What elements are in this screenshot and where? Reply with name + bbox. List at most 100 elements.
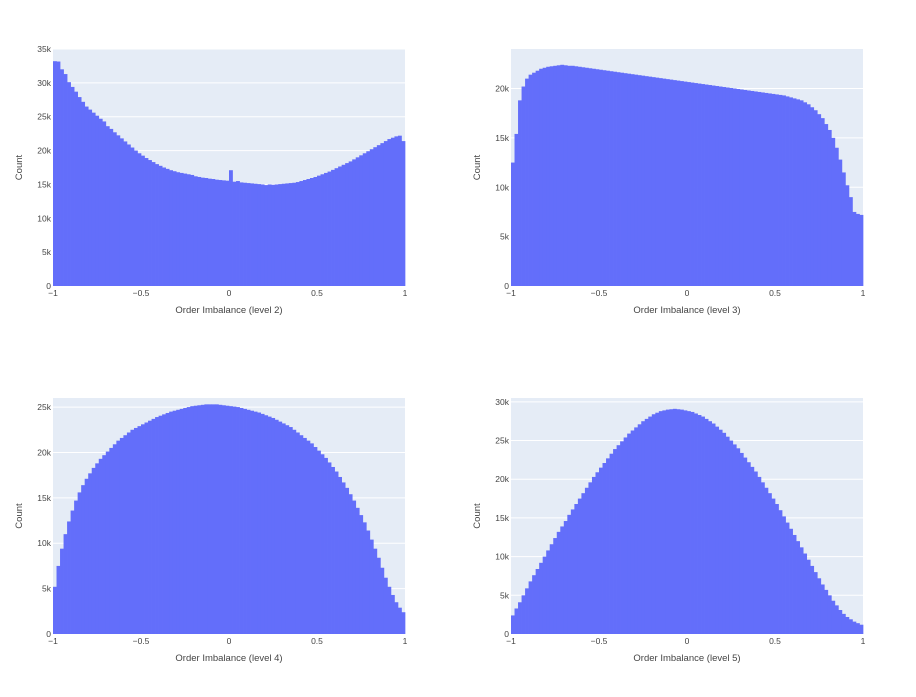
histogram-bar bbox=[366, 151, 371, 286]
x-tick-label: −1 bbox=[506, 636, 516, 646]
histogram-bar bbox=[218, 404, 223, 634]
histogram-bar bbox=[267, 184, 272, 286]
histogram-bar bbox=[169, 411, 174, 634]
histogram-bar bbox=[394, 602, 399, 634]
histogram-bar bbox=[736, 448, 741, 634]
y-tick-label: 0 bbox=[504, 629, 509, 639]
histogram-bar bbox=[56, 61, 61, 286]
histogram-bar bbox=[141, 424, 145, 634]
histogram-bar bbox=[257, 412, 262, 634]
histogram-bar bbox=[186, 407, 191, 634]
x-tick-label: −0.5 bbox=[133, 288, 150, 298]
histogram-bar bbox=[119, 138, 124, 286]
histogram-bar bbox=[711, 423, 716, 634]
histogram-bar bbox=[183, 407, 188, 634]
histogram-bar bbox=[528, 74, 533, 286]
histogram-bar bbox=[841, 613, 846, 634]
x-tick-label: 0 bbox=[685, 288, 690, 298]
x-tick-label: 0 bbox=[227, 636, 232, 646]
histogram-bar bbox=[708, 85, 712, 286]
y-axis-title: Count bbox=[14, 154, 25, 180]
histogram-bar bbox=[662, 78, 667, 287]
histogram-bar bbox=[634, 74, 639, 286]
histogram-bar bbox=[694, 413, 698, 634]
histogram-bar bbox=[390, 137, 395, 286]
histogram-bar bbox=[796, 541, 800, 634]
histogram-bar bbox=[584, 487, 589, 634]
histogram-bar bbox=[528, 581, 533, 634]
histogram-bar bbox=[827, 595, 832, 634]
histogram-bar bbox=[535, 569, 540, 634]
histogram-bar bbox=[750, 90, 755, 286]
histogram-bar bbox=[376, 145, 381, 286]
histogram-bar bbox=[246, 409, 251, 634]
histogram-bar bbox=[613, 71, 617, 287]
y-tick-label: 10k bbox=[37, 213, 51, 223]
histogram-bar bbox=[137, 153, 142, 286]
histogram-bar bbox=[701, 416, 705, 634]
histogram-bar bbox=[729, 440, 734, 634]
histogram-bar bbox=[655, 77, 660, 286]
histogram-bar bbox=[338, 166, 342, 286]
histogram-bar bbox=[623, 437, 628, 634]
histogram-bar bbox=[74, 91, 78, 286]
y-tick-label: 5k bbox=[500, 232, 510, 242]
histogram-bar bbox=[521, 86, 526, 286]
histogram-bar bbox=[221, 180, 226, 286]
histogram-bar bbox=[549, 66, 554, 286]
histogram-bar bbox=[577, 66, 582, 287]
histogram-bar bbox=[584, 67, 589, 286]
histogram-bar bbox=[532, 72, 536, 286]
y-tick-label: 30k bbox=[495, 397, 509, 407]
histogram-bar bbox=[778, 510, 783, 634]
histogram-bar bbox=[556, 531, 561, 634]
histogram-bar bbox=[824, 124, 829, 286]
histogram-bar bbox=[722, 87, 727, 287]
histogram-bar bbox=[627, 73, 632, 286]
histogram-bar bbox=[785, 522, 790, 634]
histogram-bar bbox=[387, 139, 392, 286]
histogram-bar bbox=[771, 498, 776, 634]
histogram-bar bbox=[373, 548, 378, 634]
histogram-bar bbox=[560, 526, 565, 634]
histogram-bar bbox=[366, 530, 371, 634]
histogram-bar bbox=[665, 79, 670, 287]
histogram-bar bbox=[599, 69, 603, 287]
histogram-bar bbox=[609, 71, 614, 286]
histogram-bar bbox=[232, 181, 237, 286]
histogram-bar bbox=[74, 500, 78, 634]
bars bbox=[53, 61, 406, 287]
histogram-bar bbox=[648, 416, 653, 634]
histogram-bar bbox=[243, 408, 247, 634]
histogram-bar bbox=[151, 418, 156, 634]
histogram-bar bbox=[225, 405, 230, 634]
histogram-bar bbox=[690, 411, 695, 634]
histogram-bar bbox=[302, 437, 307, 634]
histogram-bar bbox=[511, 162, 515, 286]
histogram-bar bbox=[331, 466, 335, 634]
histogram-bar bbox=[525, 78, 529, 287]
histogram-bar bbox=[285, 183, 290, 286]
histogram-bar bbox=[676, 409, 681, 634]
histogram-bar bbox=[327, 462, 332, 634]
x-tick-label: 0.5 bbox=[311, 288, 323, 298]
histogram-bar bbox=[334, 471, 339, 634]
histogram-bar bbox=[95, 115, 100, 286]
histogram-bar bbox=[718, 86, 723, 286]
histogram-bar bbox=[288, 427, 293, 634]
histogram-bar bbox=[606, 458, 610, 634]
histogram-bar bbox=[225, 180, 230, 286]
histogram-bar bbox=[278, 421, 283, 634]
histogram-bar bbox=[753, 471, 758, 634]
x-tick-label: 0 bbox=[685, 636, 690, 646]
histogram-bar bbox=[144, 158, 149, 286]
histogram-bar bbox=[338, 476, 342, 634]
histogram-bar bbox=[810, 107, 815, 286]
histogram-bar bbox=[53, 61, 57, 286]
histogram-bar bbox=[591, 68, 596, 286]
histogram-bar bbox=[750, 466, 755, 634]
histogram-bar bbox=[743, 89, 748, 286]
histogram-bar bbox=[214, 179, 219, 286]
histogram-bar bbox=[176, 172, 181, 286]
x-tick-label: 0.5 bbox=[769, 636, 781, 646]
